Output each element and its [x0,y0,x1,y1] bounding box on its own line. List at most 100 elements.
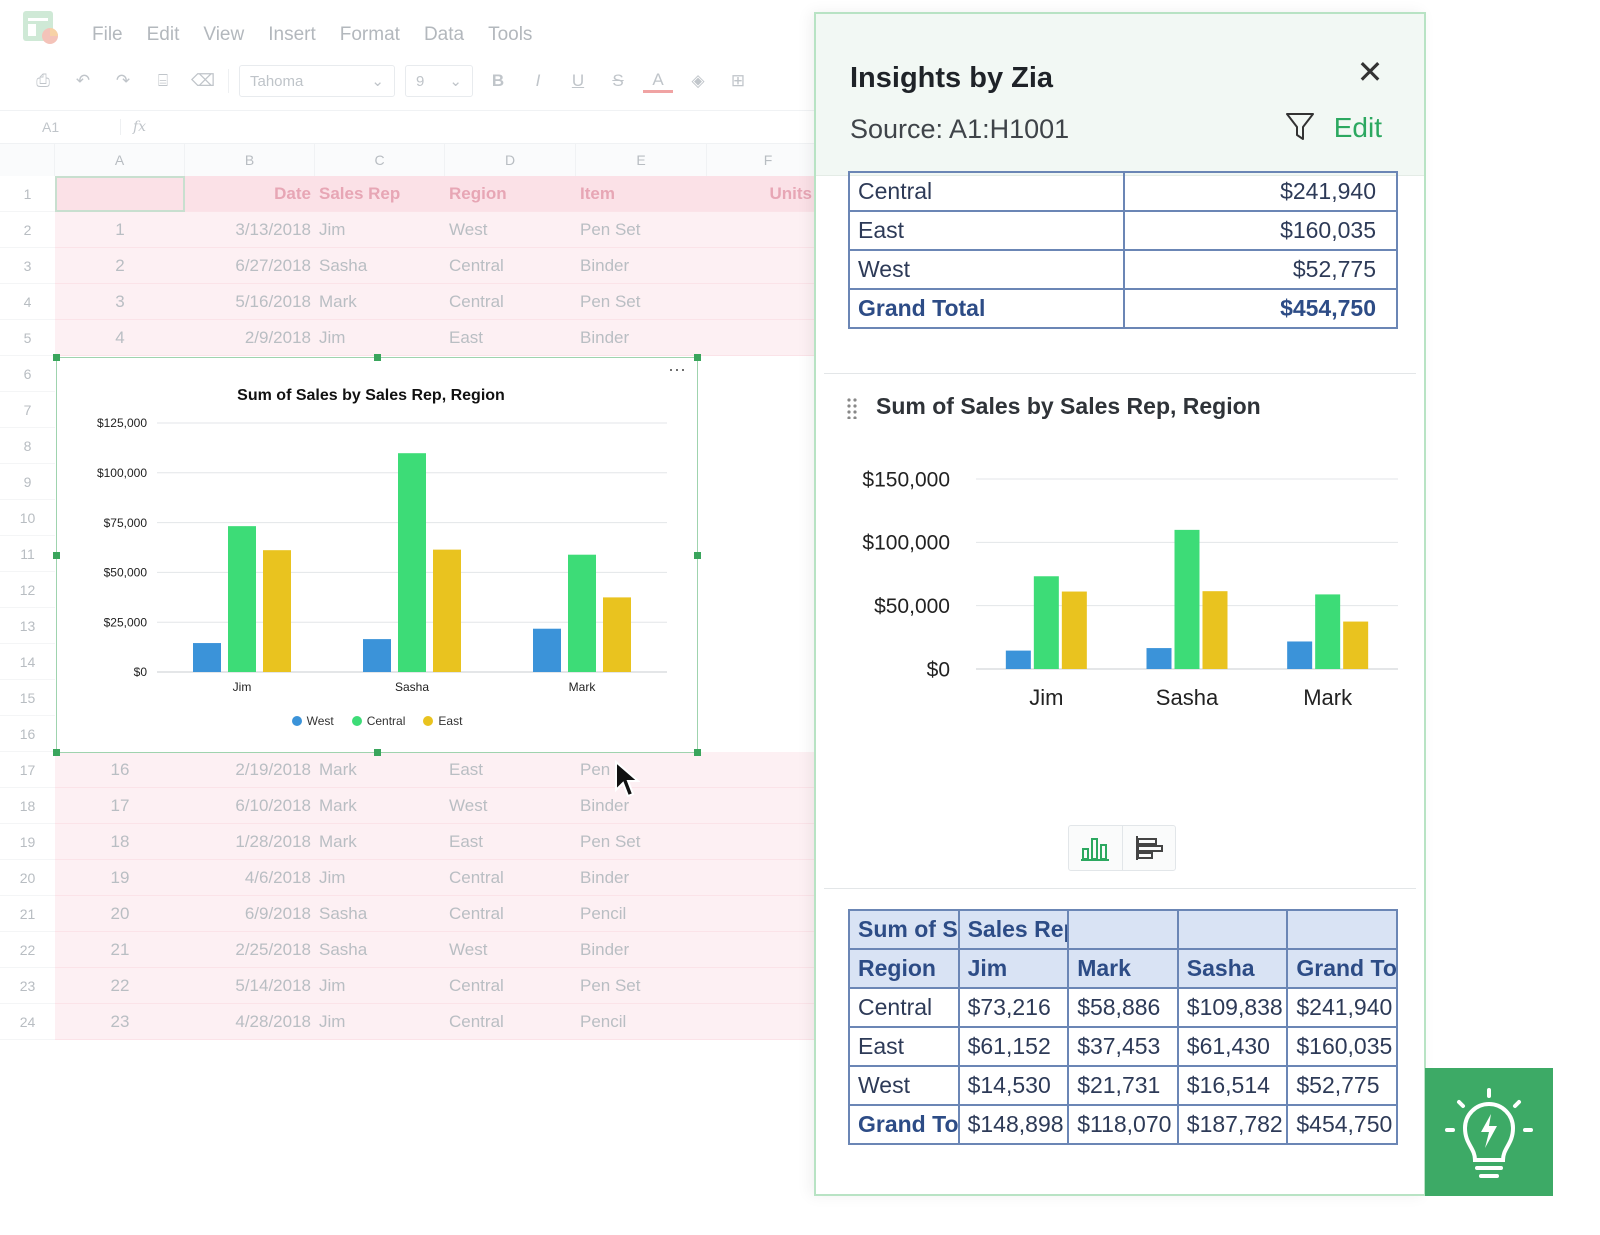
cell[interactable]: Binder [580,867,630,887]
row-number[interactable]: 18 [0,788,55,824]
menu-view[interactable]: View [203,24,245,45]
column-header[interactable]: B [185,144,315,176]
cell-reference[interactable]: A1 [42,119,60,135]
cell[interactable]: Jim [319,975,346,995]
undo-icon[interactable]: ↶ [75,71,91,90]
menu-format[interactable]: Format [339,24,400,45]
row-number[interactable]: 19 [0,824,55,860]
cell[interactable]: Pen [580,759,611,779]
row-number[interactable]: 12 [0,572,55,608]
underline-icon[interactable]: U [571,71,585,90]
row-number[interactable]: 6 [0,356,55,392]
cell[interactable]: 19 [110,867,130,887]
cell[interactable] [707,1004,830,1039]
cell[interactable]: East [449,327,484,347]
cell[interactable] [707,788,830,823]
cell[interactable]: Units [769,183,813,203]
cell[interactable]: Sasha [319,939,368,959]
cell[interactable]: Mark [319,795,357,815]
select-all-corner[interactable] [0,144,55,176]
column-header[interactable]: C [315,144,445,176]
cell[interactable]: 3 [115,291,125,311]
resize-handle[interactable] [694,749,701,756]
cell[interactable]: 16 [110,759,130,779]
row-number[interactable]: 5 [0,320,55,356]
cell[interactable]: 21 [110,939,130,959]
cell[interactable]: Central [449,1011,504,1031]
redo-icon[interactable]: ↷ [115,71,131,90]
cell[interactable]: West [449,219,488,239]
resize-handle[interactable] [53,354,60,361]
row-number[interactable]: 3 [0,248,55,284]
cell[interactable]: Pen Set [580,219,641,239]
row-number[interactable]: 20 [0,860,55,896]
cell[interactable]: Pen Set [580,975,641,995]
zia-button[interactable] [1425,1068,1553,1196]
cell[interactable]: 5/16/2018 [235,291,311,311]
cell[interactable]: Mark [319,759,357,779]
row-number[interactable]: 22 [0,932,55,968]
edit-button[interactable]: Edit [1333,112,1382,143]
cell[interactable]: Item [580,183,615,203]
text-color-icon[interactable]: A [643,70,673,93]
cell[interactable]: 6/10/2018 [235,795,311,815]
cell[interactable]: Jim [319,1011,346,1031]
column-header[interactable]: E [576,144,707,176]
row-number[interactable]: 15 [0,680,55,716]
row-number[interactable]: 13 [0,608,55,644]
cell[interactable] [707,212,830,247]
row-number[interactable]: 11 [0,536,55,572]
cell[interactable]: Pen Set [580,831,641,851]
menu-insert[interactable]: Insert [268,24,316,45]
strikethrough-icon[interactable]: S [612,71,624,90]
cell[interactable] [707,968,830,1003]
menu-edit[interactable]: Edit [146,24,180,45]
row-number[interactable]: 23 [0,968,55,1004]
cell[interactable]: Binder [580,795,630,815]
cell[interactable]: Central [449,867,504,887]
cell[interactable]: Pen Set [580,291,641,311]
bar-chart-button[interactable] [1123,826,1176,870]
sheet-chart-object[interactable]: ⋯ Sum of Sales by Sales Rep, Region $0 $2… [53,354,701,756]
cell[interactable]: 6/9/2018 [244,903,311,923]
italic-icon[interactable]: I [535,71,541,90]
paint-format-icon[interactable]: ⌸ [157,71,169,90]
row-number[interactable]: 24 [0,1004,55,1040]
cell[interactable]: Binder [580,939,630,959]
cell[interactable]: 1 [115,219,125,239]
column-header[interactable]: D [445,144,576,176]
cell[interactable] [707,896,830,931]
row-number[interactable]: 17 [0,752,55,788]
row-number[interactable]: 14 [0,644,55,680]
cell[interactable]: Pencil [580,1011,627,1031]
cell[interactable]: 23 [110,1011,130,1031]
row-number[interactable]: 21 [0,896,55,932]
resize-handle[interactable] [53,552,60,559]
resize-handle[interactable] [53,749,60,756]
legend-item-east[interactable]: East [423,714,462,728]
row-number[interactable]: 2 [0,212,55,248]
row-number[interactable]: 4 [0,284,55,320]
more-options-icon[interactable]: ⋯ [668,360,687,380]
cell[interactable]: 4/6/2018 [244,867,311,887]
cell[interactable]: East [449,759,484,779]
filter-icon[interactable] [1284,110,1316,144]
cell[interactable]: 2/25/2018 [235,939,311,959]
cell[interactable]: East [449,831,484,851]
cell[interactable]: Binder [580,327,630,347]
row-number[interactable]: 10 [0,500,55,536]
cell[interactable]: Sasha [319,903,368,923]
cell[interactable]: Jim [319,327,346,347]
cell[interactable]: 20 [110,903,130,923]
resize-handle[interactable] [694,552,701,559]
cell[interactable]: Central [449,255,504,275]
close-icon[interactable]: ✕ [1356,54,1384,90]
legend-item-central[interactable]: Central [351,714,405,728]
cell[interactable]: 6/27/2018 [235,255,311,275]
resize-handle[interactable] [374,749,381,756]
cell[interactable] [707,824,830,859]
cell[interactable]: West [449,939,488,959]
row-number[interactable]: 9 [0,464,55,500]
row-number[interactable]: 8 [0,428,55,464]
cell[interactable]: Pencil [580,903,627,923]
